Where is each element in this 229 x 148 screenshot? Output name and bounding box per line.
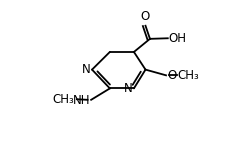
Text: OH: OH [168,32,186,45]
Text: NH: NH [72,94,90,107]
Text: N: N [123,82,132,95]
Text: O: O [166,69,175,82]
Text: CH₃: CH₃ [177,69,199,82]
Text: O: O [139,10,149,23]
Text: N: N [82,63,90,76]
Text: CH₃: CH₃ [52,93,74,106]
